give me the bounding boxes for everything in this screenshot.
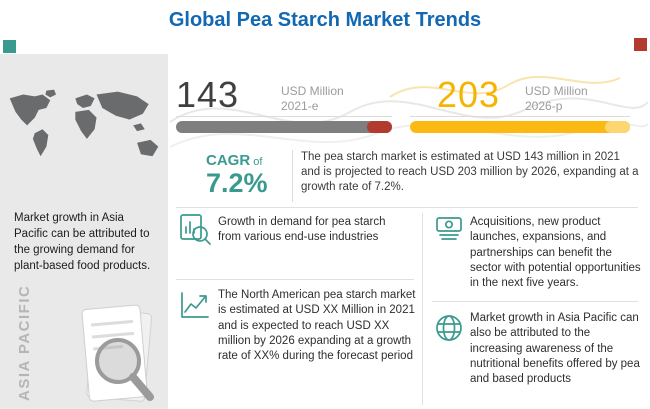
world-map-icon (9, 89, 159, 157)
bar-2026-end-cap (605, 121, 630, 133)
growth-chart-icon (181, 292, 209, 318)
divider-projected-metric (410, 116, 630, 117)
document-magnifier-illustration (81, 304, 154, 402)
bar-2021-end-cap (367, 121, 392, 133)
page-title: Global Pea Starch Market Trends (168, 9, 482, 31)
cagr-divider (292, 150, 293, 202)
horizontal-divider-main (176, 207, 638, 208)
market-value-2021: 143 (176, 74, 240, 115)
cagr-label-main: CAGR (206, 152, 251, 169)
asia-pacific-watermark: ASIA PACIFIC (16, 284, 33, 401)
bar-2021 (176, 121, 392, 133)
market-unit-2021: USD Million (281, 84, 344, 98)
market-period-2026: 2026-p (525, 99, 563, 113)
money-icon (436, 217, 462, 240)
market-value-2026: 203 (437, 74, 501, 115)
teal-accent-square (3, 40, 16, 53)
cagr-description: The pea starch market is estimated at US… (301, 151, 639, 194)
vertical-divider-columns (422, 213, 423, 405)
divider-current-metric (176, 116, 392, 117)
horizontal-divider-left-column (176, 279, 414, 280)
market-unit-2026: USD Million (525, 84, 588, 98)
horizontal-divider-right-column (432, 301, 638, 302)
insight-asia-pacific-awareness: Market growth in Asia Pacific can also b… (470, 312, 640, 386)
bar-2026 (410, 121, 630, 133)
chart-magnifier-icon (180, 214, 211, 245)
cagr-label-suffix: of (250, 156, 263, 168)
insight-acquisitions: Acquisitions, new product launches, expa… (470, 216, 641, 290)
insight-demand-growth: Growth in demand for pea starch from var… (218, 216, 386, 244)
market-period-2021: 2021-e (281, 99, 319, 113)
insight-north-america: The North American pea starch market is … (218, 289, 416, 363)
red-accent-square (634, 38, 647, 51)
cagr-label: CAGR of (206, 152, 262, 169)
globe-icon (436, 315, 462, 341)
asia-pacific-panel: Market growth in Asia Pacific can be att… (0, 54, 168, 409)
cagr-value: 7.2% (206, 168, 268, 198)
asia-pacific-growth-note: Market growth in Asia Pacific can be att… (14, 212, 151, 273)
